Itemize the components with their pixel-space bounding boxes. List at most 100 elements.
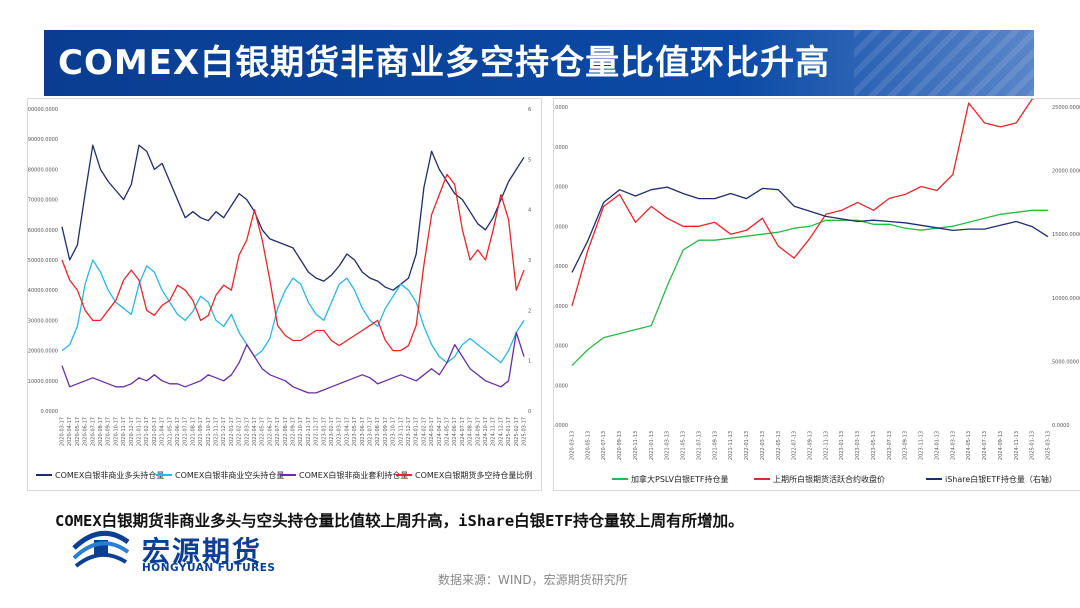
right-chart-panel: 0.0000 1000.0000 2000.0000 3000.0000 4000.00…: [553, 98, 1080, 491]
x-tick-label: 2020-07-13: [601, 431, 607, 460]
x-tick-label: 2022-02-17: [237, 417, 243, 446]
x-tick-label: 2023-05-13: [871, 431, 877, 460]
x-tick-label: 2021-10-17: [206, 417, 212, 446]
x-tick-label: 2022-01-17: [229, 417, 235, 446]
x-tick-label: 2023-07-13: [887, 431, 893, 460]
x-tick-label: 2021-07-13: [696, 431, 702, 460]
x-tick-label: 2025-03-13: [1046, 431, 1052, 460]
x-tick-label: 2024-06-17: [452, 417, 458, 446]
left-chart-panel: 0.0000 10000.0000 20000.0000 30000.0000 4000…: [27, 98, 542, 491]
y-left-tick-label: 5000.0000: [554, 224, 568, 230]
x-tick-label: 2024-01-17: [414, 417, 420, 446]
y-left-tick-label: 0.0000: [41, 409, 59, 415]
x-tick-label: 2022-07-13: [792, 431, 798, 460]
y-left-tick-label: 2000.0000: [554, 344, 568, 350]
hongyuan-logo-icon: [72, 530, 130, 568]
x-tick-label: 2021-03-17: [152, 417, 158, 446]
x-tick-label: 2020-12-17: [129, 417, 135, 446]
y-left-tick-label: 6000.0000: [554, 185, 568, 191]
series-line-2: [571, 99, 1036, 306]
x-tick-label: 2021-07-17: [183, 417, 189, 446]
x-tick-label: 2020-09-17: [106, 417, 112, 446]
x-tick-label: 2022-11-13: [823, 431, 829, 460]
y-left-tick-label: 10000.0000: [28, 379, 58, 385]
data-source-note: 数据来源：WIND，宏源期货研究所: [438, 573, 628, 587]
x-tick-label: 2024-11-17: [491, 417, 497, 446]
x-tick-label: 2024-04-17: [437, 417, 443, 446]
x-tick-label: 2022-08-17: [283, 417, 289, 446]
x-tick-label: 2024-10-17: [483, 417, 489, 446]
x-tick-label: 2020-06-17: [83, 417, 89, 446]
x-tick-label: 2021-12-17: [221, 417, 227, 446]
x-tick-label: 2022-07-17: [275, 417, 281, 446]
x-tick-label: 2021-11-17: [214, 417, 220, 446]
x-tick-label: 2020-05-13: [585, 431, 591, 460]
y-left-tick-label: 50000.0000: [28, 258, 58, 264]
y-left-tick-label: 20000.0000: [28, 349, 58, 355]
y-right-tick-label: 2: [528, 308, 531, 314]
x-tick-label: 2020-07-17: [90, 417, 96, 446]
x-tick-label: 2025-01-13: [1030, 431, 1036, 460]
x-tick-label: 2024-08-17: [468, 417, 474, 446]
x-tick-label: 2024-05-17: [445, 417, 451, 446]
x-tick-label: 2024-03-13: [950, 431, 956, 460]
x-tick-label: 2022-09-17: [291, 417, 297, 446]
y-left-tick-label: 90000.0000: [28, 137, 58, 143]
x-tick-label: 2021-09-13: [712, 431, 718, 460]
x-tick-label: 2021-06-17: [175, 417, 181, 446]
logo-chinese-name: 宏源期货: [142, 535, 263, 568]
series-line-4: [61, 173, 525, 352]
x-tick-label: 2024-09-13: [998, 431, 1004, 460]
etf-holdings-chart: 0.0000 1000.0000 2000.0000 3000.0000 4000.00…: [554, 99, 1080, 484]
page-title: COMEX白银期货非商业多空持仓量比值环比升高: [58, 43, 831, 83]
x-tick-label: 2020-03-17: [60, 417, 66, 446]
x-tick-label: 2023-03-17: [337, 417, 343, 446]
x-tick-label: 2024-05-13: [966, 431, 972, 460]
legend-label-3: iShare白银ETF持仓量（右轴）: [945, 474, 1057, 484]
x-tick-label: 2022-12-17: [314, 417, 320, 446]
legend-label-2: 上期所白银期货活跃合约收盘价: [773, 474, 885, 484]
x-tick-label: 2025-01-17: [506, 417, 512, 446]
y-right-tick-label: 1: [528, 359, 531, 365]
cot-positions-chart: 0.0000 10000.0000 20000.0000 30000.0000 4000…: [28, 107, 532, 480]
x-tick-label: 2023-12-17: [406, 417, 412, 446]
x-tick-label: 2022-05-13: [776, 431, 782, 460]
x-tick-label: 2020-11-13: [633, 431, 639, 460]
y-left-tick-label: 70000.0000: [28, 198, 58, 204]
x-tick-label: 2020-10-17: [113, 417, 119, 446]
x-tick-label: 2021-05-13: [681, 431, 687, 460]
banner-decoration: [854, 30, 1034, 96]
x-tick-label: 2023-10-17: [391, 417, 397, 446]
x-tick-label: 2022-06-17: [267, 417, 273, 446]
legend-label-1: 加拿大PSLV白银ETF持仓量: [631, 474, 729, 484]
summary-caption: COMEX白银期货非商业多头与空头持仓量比值较上周升高，iShare白银ETF持…: [55, 512, 744, 530]
x-tick-label: 2023-11-13: [919, 431, 925, 460]
x-tick-label: 2021-05-17: [167, 417, 173, 446]
y-right-tick-label: 0.0000: [1052, 423, 1070, 429]
x-tick-label: 2022-04-17: [252, 417, 258, 446]
x-tick-label: 2022-03-13: [760, 431, 766, 460]
x-tick-label: 2024-12-17: [498, 417, 504, 446]
y-right-tick-label: 25000.0000: [1052, 105, 1080, 111]
x-tick-label: 2022-10-17: [298, 417, 304, 446]
x-tick-label: 2020-03-13: [570, 431, 576, 460]
x-tick-label: 2020-09-13: [617, 431, 623, 460]
x-tick-label: 2021-01-17: [137, 417, 143, 446]
y-right-tick-label: 10000.0000: [1052, 296, 1080, 302]
y-right-tick-label: 15000.0000: [1052, 232, 1080, 238]
y-left-tick-label: 1000.0000: [554, 383, 568, 389]
x-tick-label: 2020-05-17: [75, 417, 81, 446]
legend-label-2: COMEX白银非商业空头持仓量: [175, 470, 284, 480]
x-tick-label: 2023-05-17: [352, 417, 358, 446]
x-tick-label: 2021-11-13: [728, 431, 734, 460]
x-tick-label: 2023-08-17: [375, 417, 381, 446]
legend-label-3: COMEX白银非商业套利持仓量: [299, 470, 408, 480]
x-tick-label: 2023-07-17: [368, 417, 374, 446]
y-left-tick-label: 80000.0000: [28, 167, 58, 173]
x-tick-label: 2023-01-13: [839, 431, 845, 460]
x-tick-label: 2024-09-17: [475, 417, 481, 446]
x-tick-label: 2022-03-17: [244, 417, 250, 446]
x-tick-label: 2022-11-17: [306, 417, 312, 446]
x-tick-label: 2021-08-17: [190, 417, 196, 446]
x-tick-label: 2022-09-13: [808, 431, 814, 460]
